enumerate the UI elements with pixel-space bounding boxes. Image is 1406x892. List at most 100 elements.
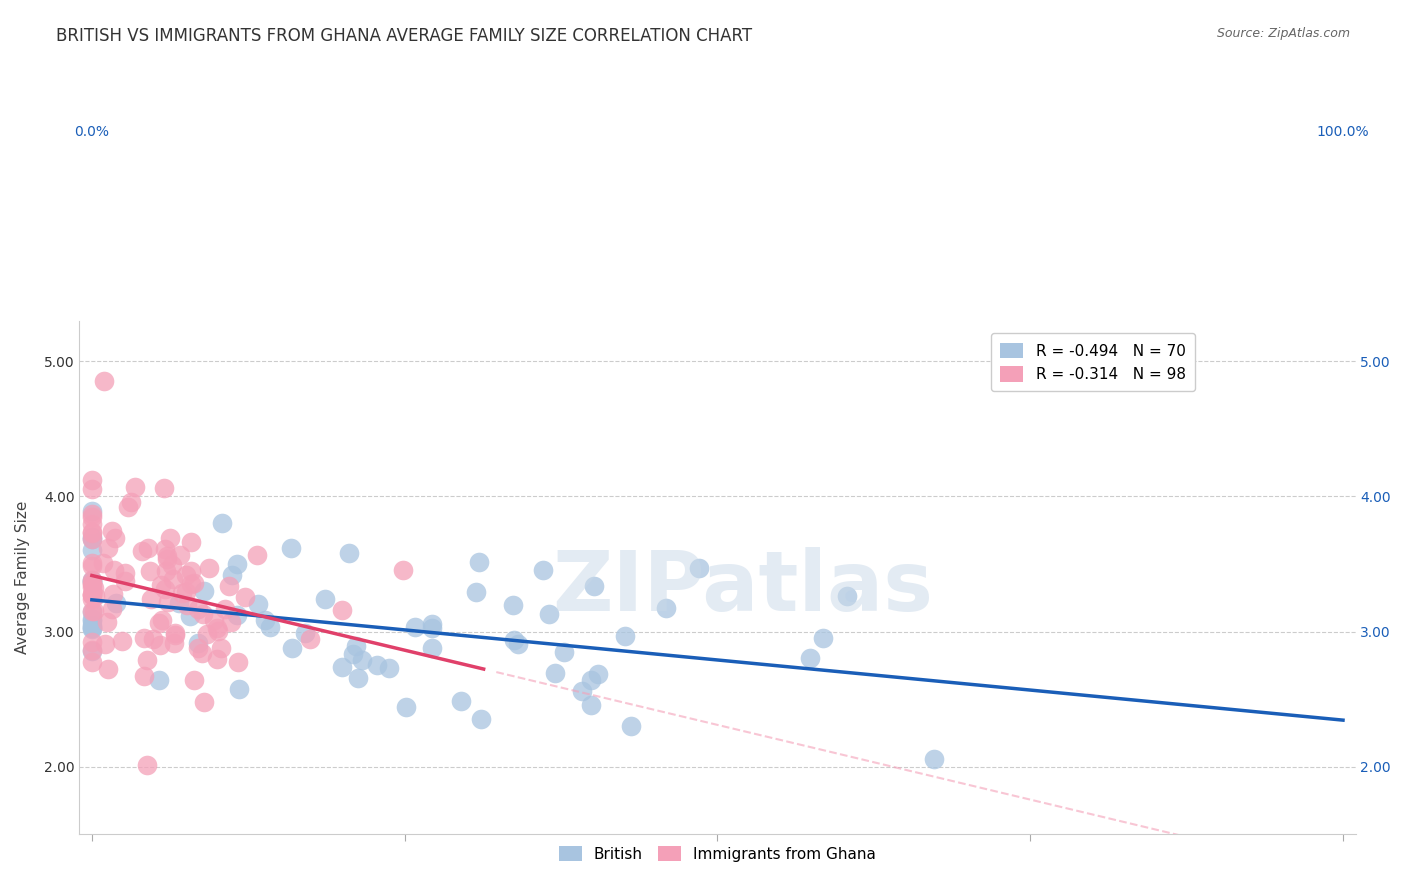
Point xyxy=(620,719,643,733)
Point xyxy=(571,684,593,698)
Point xyxy=(80,525,103,540)
Point xyxy=(80,473,103,487)
Point xyxy=(191,646,214,660)
Point xyxy=(198,561,221,575)
Point xyxy=(395,699,418,714)
Point xyxy=(207,651,229,665)
Point xyxy=(150,613,173,627)
Point xyxy=(450,694,472,708)
Point xyxy=(420,621,443,635)
Point xyxy=(337,546,360,560)
Point xyxy=(132,631,155,645)
Point xyxy=(233,590,256,604)
Point xyxy=(180,577,202,591)
Point xyxy=(80,576,103,591)
Point xyxy=(586,667,609,681)
Point xyxy=(221,568,243,582)
Point xyxy=(136,541,159,555)
Point xyxy=(80,635,103,649)
Point xyxy=(582,579,605,593)
Point xyxy=(131,544,153,558)
Y-axis label: Average Family Size: Average Family Size xyxy=(15,500,30,654)
Point xyxy=(80,620,103,634)
Point xyxy=(392,563,415,577)
Point xyxy=(179,609,201,624)
Point xyxy=(176,567,198,582)
Point xyxy=(174,584,197,599)
Point xyxy=(205,621,228,635)
Point xyxy=(80,587,103,601)
Point xyxy=(544,665,567,680)
Point xyxy=(157,594,180,608)
Point xyxy=(422,617,444,632)
Point xyxy=(169,548,191,562)
Point xyxy=(176,599,198,613)
Point xyxy=(614,629,637,643)
Point xyxy=(167,596,190,610)
Point xyxy=(531,563,554,577)
Point xyxy=(149,578,172,592)
Point xyxy=(162,572,184,586)
Point xyxy=(537,607,560,622)
Point xyxy=(211,516,233,531)
Point xyxy=(101,601,124,615)
Point xyxy=(226,655,249,669)
Text: 0.0%: 0.0% xyxy=(75,126,110,139)
Point xyxy=(96,615,118,630)
Text: BRITISH VS IMMIGRANTS FROM GHANA AVERAGE FAMILY SIZE CORRELATION CHART: BRITISH VS IMMIGRANTS FROM GHANA AVERAGE… xyxy=(56,27,752,45)
Point xyxy=(294,626,316,640)
Point xyxy=(202,613,225,627)
Point xyxy=(80,532,103,546)
Point xyxy=(347,671,370,685)
Point xyxy=(160,558,183,573)
Point xyxy=(799,651,821,665)
Point xyxy=(80,588,103,602)
Point xyxy=(214,601,236,615)
Point xyxy=(314,592,336,607)
Point xyxy=(378,660,401,674)
Point xyxy=(80,605,103,619)
Point xyxy=(207,624,229,639)
Point xyxy=(464,585,486,599)
Point xyxy=(187,602,209,616)
Point xyxy=(246,597,269,611)
Point xyxy=(183,576,205,591)
Point xyxy=(688,561,710,575)
Point xyxy=(80,558,103,573)
Point xyxy=(579,698,602,712)
Point xyxy=(922,752,945,766)
Point xyxy=(103,563,125,577)
Point xyxy=(80,503,103,517)
Point xyxy=(80,574,103,588)
Point xyxy=(134,669,156,683)
Point xyxy=(80,576,103,591)
Point xyxy=(299,632,322,646)
Point xyxy=(193,695,215,709)
Point xyxy=(342,647,364,661)
Point xyxy=(97,662,120,676)
Point xyxy=(506,637,529,651)
Point xyxy=(259,620,281,634)
Point xyxy=(114,566,136,581)
Point xyxy=(159,531,181,545)
Point xyxy=(83,604,105,618)
Point xyxy=(420,640,443,655)
Point xyxy=(163,628,186,642)
Point xyxy=(139,564,162,578)
Point xyxy=(228,682,250,697)
Point xyxy=(136,757,159,772)
Point xyxy=(80,612,103,626)
Point xyxy=(225,557,247,571)
Point xyxy=(330,660,353,674)
Point xyxy=(83,589,105,603)
Point xyxy=(187,640,209,655)
Point xyxy=(502,599,524,613)
Point xyxy=(97,541,120,555)
Point xyxy=(80,517,103,532)
Point xyxy=(93,375,115,389)
Point xyxy=(120,494,142,508)
Point xyxy=(155,541,177,556)
Point xyxy=(80,574,103,589)
Point xyxy=(80,644,103,658)
Point xyxy=(153,582,176,596)
